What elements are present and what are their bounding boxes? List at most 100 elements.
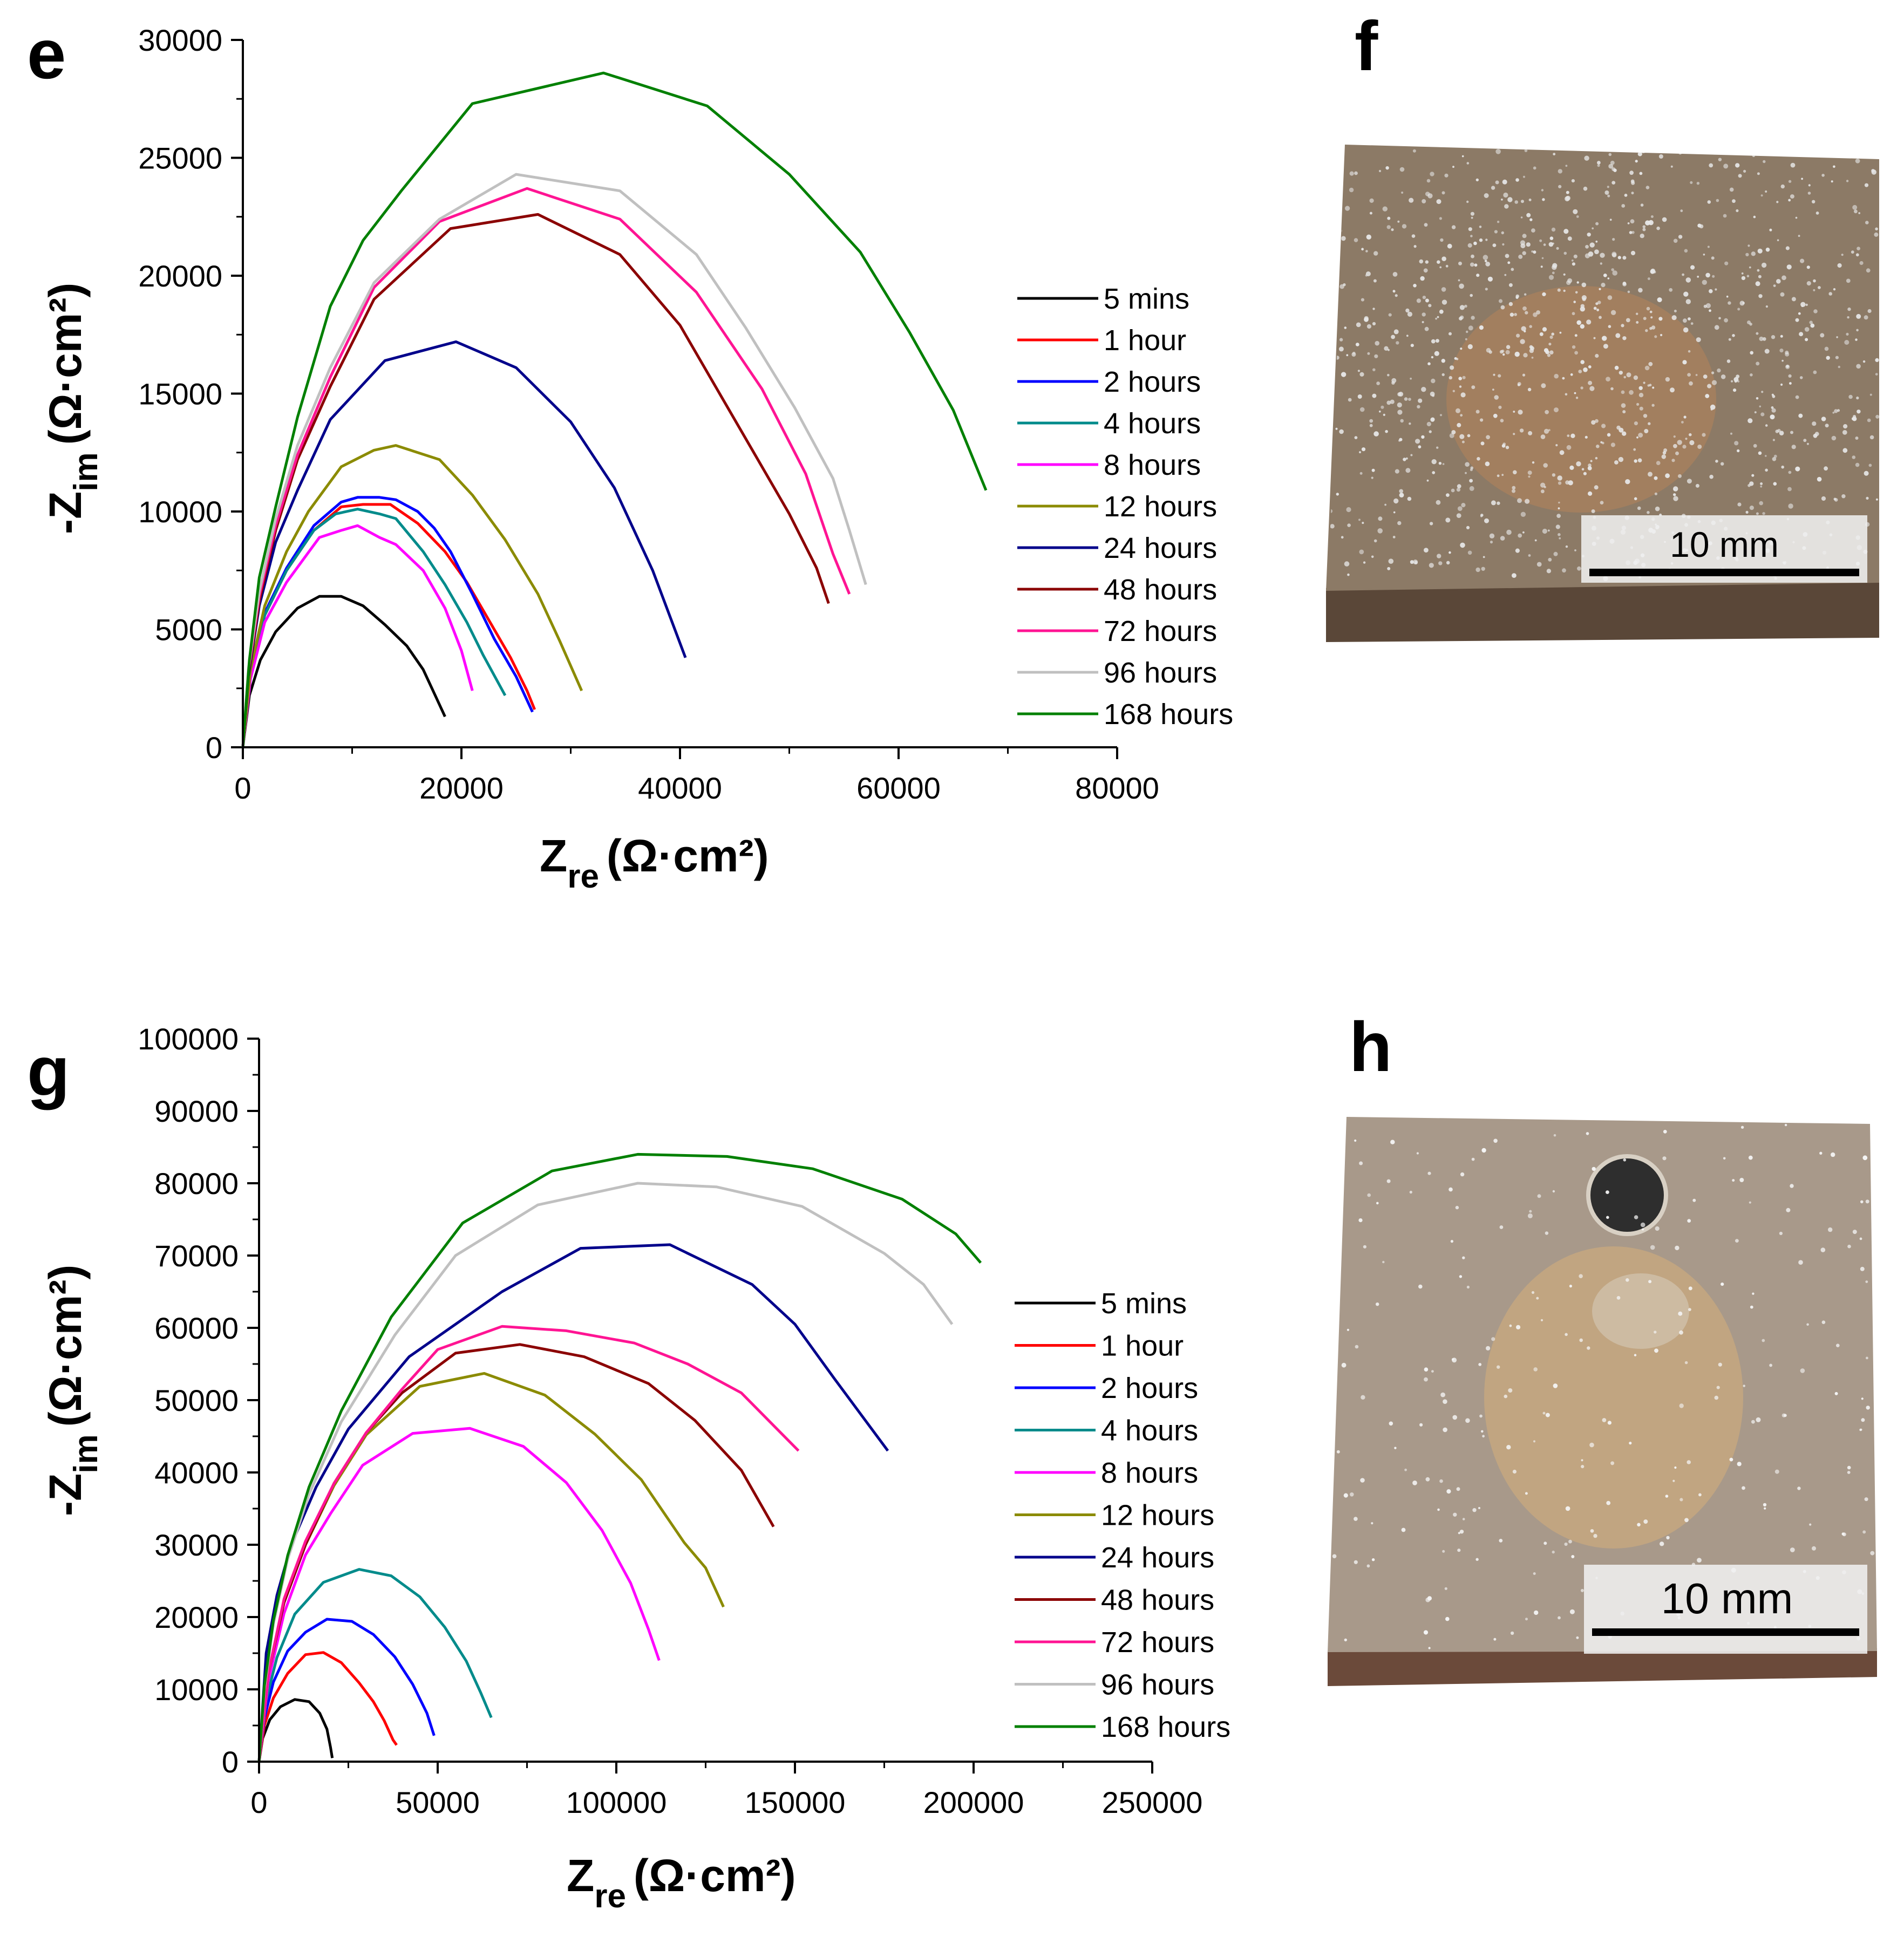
sample-f-deposit-speck [1786,264,1792,270]
sample-f-deposit-speck [1398,392,1404,397]
sample-f-deposit-speck [1438,561,1443,565]
sample-f-deposit-speck [1643,317,1647,320]
sample-f-deposit-speck [1717,368,1721,373]
sample-h-deposit-speck [1458,1532,1460,1534]
sample-f-deposit-speck [1553,551,1558,556]
sample-f-deposit-speck [1645,186,1650,189]
sample-f-deposit-speck [1491,186,1495,190]
sample-f-deposit-speck [1638,433,1643,438]
sample-f-deposit-speck [1798,235,1800,237]
sample-f-deposit-speck [1650,269,1655,274]
chart-e-y-label-unit: (Ω·cm²) [40,283,91,445]
sample-f-deposit-speck [1804,327,1810,332]
chart-e-x-tick-label: 80000 [1075,771,1159,805]
sample-f-deposit-speck [1728,301,1731,305]
sample-f-deposit-speck [1597,164,1600,167]
sample-f-deposit-speck [1529,325,1532,328]
sample-f-deposit-speck [1826,356,1830,360]
sample-f-deposit-speck [1410,377,1412,380]
sample-f-deposit-speck [1492,388,1494,391]
sample-h-deposit-speck [1439,1479,1443,1483]
sample-f-deposit-speck [1757,172,1760,175]
sample-h-deposit-speck [1642,1228,1644,1231]
sample-h-deposit-speck [1729,1457,1733,1462]
sample-f-deposit-speck [1391,378,1397,383]
sample-f-deposit-speck [1857,410,1861,414]
sample-f-deposit-speck [1636,436,1638,439]
sample-f-deposit-speck [1705,272,1710,278]
sample-h-deposit-speck [1800,1368,1805,1373]
sample-f-deposit-speck [1480,514,1484,517]
sample-f-deposit-speck [1711,380,1717,385]
sample-f-deposit-speck [1378,516,1383,521]
sample-h-deposit-speck [1779,1231,1783,1236]
sample-f-deposit-speck [1369,419,1373,423]
sample-h-deposit-speck [1497,1365,1500,1369]
sample-f-deposit-speck [1565,393,1568,396]
sample-f-deposit-speck [1366,324,1371,329]
chart-g-legend-label-48-hours: 48 hours [1101,1584,1214,1617]
sample-f-deposit-speck [1619,427,1624,433]
sample-f-deposit-speck [1735,163,1740,168]
sample-h-deposit-speck [1637,1523,1641,1527]
sample-f-deposit-speck [1844,340,1849,345]
sample-f-deposit-speck [1574,334,1577,337]
sample-h-deposit-speck [1697,1558,1702,1563]
sample-f-deposit-speck [1533,166,1536,170]
sample-f-deposit-speck [1502,243,1505,246]
sample-f-deposit-speck [1372,368,1376,372]
sample-f-deposit-speck [1514,313,1518,316]
sample-f-deposit-speck [1387,567,1391,570]
sample-f-deposit-speck [1600,501,1604,504]
chart-g-x-label: Zre (Ω·cm²) [567,1850,796,1915]
sample-f-deposit-speck [1670,387,1675,393]
sample-f-deposit-speck [1801,178,1804,180]
sample-f-deposit-speck [1739,301,1745,306]
sample-h-deposit-speck [1579,1338,1583,1342]
sample-f-deposit-speck [1575,291,1578,294]
sample-f-deposit-speck [1855,462,1860,467]
sample-f-deposit-speck [1696,337,1701,343]
sample-f-deposit-speck [1573,301,1576,303]
sample-f-deposit-speck [1355,343,1359,346]
sample-f-deposit-speck [1527,470,1532,475]
sample-f-deposit-speck [1657,297,1662,303]
sample-f-deposit-speck [1747,418,1753,424]
sample-f-deposit-speck [1548,557,1552,562]
sample-f-deposit-speck [1587,233,1591,237]
sample-h-deposit-speck [1569,1285,1572,1288]
sample-f-deposit-speck [1559,450,1565,455]
sample-h-deposit-speck [1412,1481,1417,1485]
sample-f-deposit-speck [1576,215,1579,218]
sample-f-deposit-speck [1724,261,1729,265]
sample-f-deposit-speck [1761,391,1764,393]
sample-f-deposit-speck [1752,154,1756,158]
chart-g-series-2-hours [257,1618,436,1762]
sample-f-deposit-speck [1656,461,1661,465]
sample-h-deposit-speck [1721,1283,1724,1286]
sample-h-deposit-speck [1737,1462,1742,1467]
chart-e-y-tick-label: 10000 [138,495,222,529]
chart-e-series-168-hours [241,71,988,748]
sample-f-deposit-speck [1570,433,1575,438]
sample-f-deposit-speck [1581,295,1587,301]
sample-f-deposit-speck [1721,462,1724,466]
sample-f-deposit-speck [1548,242,1554,247]
sample-h-deposit-speck [1847,1471,1851,1474]
sample-f-deposit-speck [1359,472,1363,475]
sample-f-deposit-speck [1349,187,1354,193]
sample-f-deposit-speck [1458,261,1462,265]
sample-f-deposit-speck [1488,350,1492,354]
sample-f-deposit-speck [1410,560,1414,564]
sample-h-deposit-speck [1626,1278,1629,1282]
sample-f-deposit-speck [1554,373,1559,379]
sample-f-deposit-speck [1865,221,1869,224]
sample-f-deposit-speck [1532,461,1535,464]
sample-f-deposit-speck [1377,528,1383,534]
sample-f-deposit-speck [1512,573,1517,578]
sample-h-deposit-speck [1859,1428,1862,1431]
sample-f-deposit-speck [1622,410,1626,414]
sample-h-deposit-speck [1564,1542,1568,1546]
sample-f-deposit-speck [1650,215,1654,218]
sample-h-deposit-speck [1623,1158,1627,1162]
